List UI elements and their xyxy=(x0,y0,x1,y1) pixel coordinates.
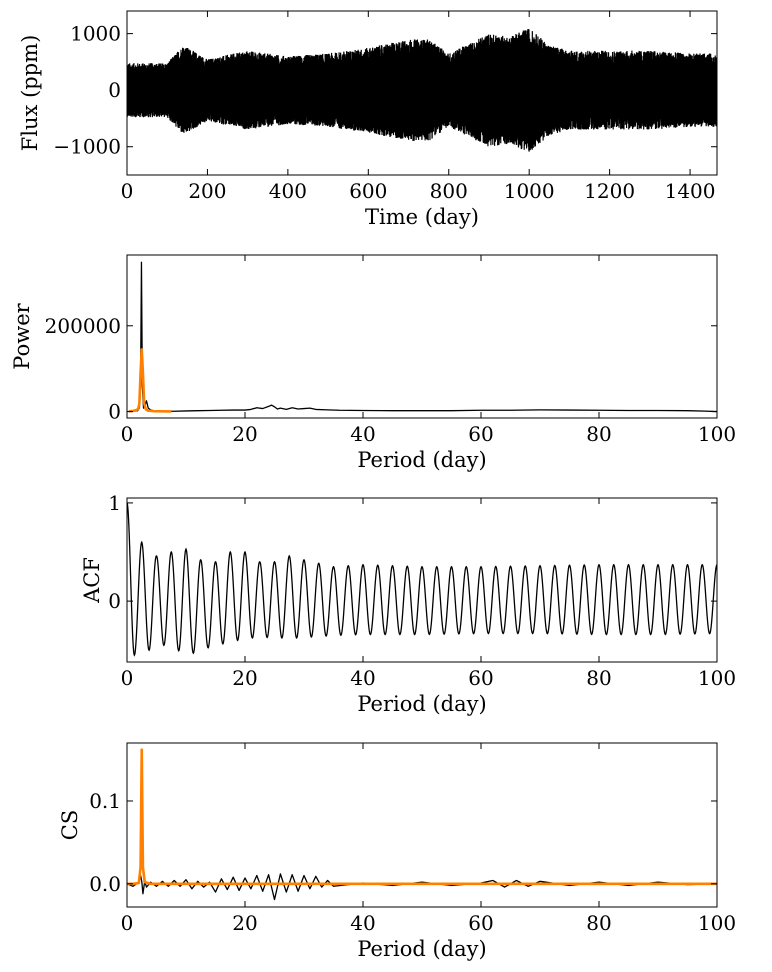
series-line xyxy=(127,29,717,152)
acf-panel: 0 20 40 60 80 100 0 1 Period (day) ACF xyxy=(80,491,736,716)
x-tick-label: 60 xyxy=(468,911,493,935)
x-tick-label: 20 xyxy=(232,422,257,446)
x-tick-label: 0 xyxy=(121,179,134,203)
x-axis-label: Period (day) xyxy=(357,692,486,716)
x-tick-label: 0 xyxy=(121,422,134,446)
x-tick-label: 0 xyxy=(121,911,134,935)
y-tick-label: 0.0 xyxy=(89,872,121,896)
y-tick-label: 0 xyxy=(108,589,121,613)
y-tick-label: 0 xyxy=(108,400,121,424)
y-axis-label: ACF xyxy=(80,557,104,604)
x-tick-label: 800 xyxy=(430,179,468,203)
x-tick-label: 0 xyxy=(121,666,134,690)
x-axis-label: Period (day) xyxy=(357,448,486,472)
plot-area xyxy=(127,748,717,901)
x-tick-label: 100 xyxy=(698,666,736,690)
x-tick-label: 20 xyxy=(232,666,257,690)
plot-area xyxy=(128,261,717,413)
series-line xyxy=(127,502,717,657)
x-tick-label: 1400 xyxy=(665,179,716,203)
x-tick-label: 60 xyxy=(468,422,493,446)
x-axis-label: Period (day) xyxy=(357,937,486,961)
x-tick-label: 1200 xyxy=(584,179,635,203)
x-tick-label: 1000 xyxy=(504,179,555,203)
y-axis-label: CS xyxy=(58,810,82,840)
x-tick-label: 20 xyxy=(232,911,257,935)
y-tick-label: 200000 xyxy=(45,314,121,338)
y-tick-label: −1000 xyxy=(53,135,121,159)
y-tick-label: 1 xyxy=(108,491,121,515)
model-line xyxy=(127,748,717,886)
cs-panel: 0 20 40 60 80 100 0.0 0.1 Period (day) CS xyxy=(58,742,736,961)
y-tick-label: 1000 xyxy=(70,22,121,46)
x-axis-label: Time (day) xyxy=(365,205,479,229)
axes-frame xyxy=(126,10,718,176)
series-line xyxy=(128,261,717,413)
y-axis-label: Power xyxy=(10,302,34,369)
axes-frame xyxy=(126,742,718,908)
axes-frame xyxy=(126,254,718,419)
y-axis-label: Flux (ppm) xyxy=(18,35,42,152)
x-tick-label: 80 xyxy=(586,666,611,690)
y-tick-label: 0.1 xyxy=(89,789,121,813)
lightcurve-panel: 0 200 400 600 800 1000 1200 1400−100001000Time … xyxy=(18,10,718,229)
series-line xyxy=(127,873,717,901)
x-tick-label: 40 xyxy=(350,422,375,446)
model-line xyxy=(128,348,172,413)
x-tick-label: 200 xyxy=(188,179,226,203)
x-tick-label: 40 xyxy=(350,911,375,935)
x-tick-label: 600 xyxy=(349,179,387,203)
plot-area xyxy=(127,29,717,152)
x-tick-label: 40 xyxy=(350,666,375,690)
x-tick-label: 60 xyxy=(468,666,493,690)
x-tick-label: 100 xyxy=(698,911,736,935)
x-tick-label: 400 xyxy=(269,179,307,203)
x-tick-label: 80 xyxy=(586,422,611,446)
x-tick-label: 100 xyxy=(698,422,736,446)
axes-frame xyxy=(126,497,718,663)
plot-area xyxy=(127,502,717,657)
y-tick-label: 0 xyxy=(108,78,121,102)
x-tick-label: 80 xyxy=(586,911,611,935)
periodogram-panel: 0 20 40 60 80 100 0 200000 Period (day) Power xyxy=(10,254,736,472)
